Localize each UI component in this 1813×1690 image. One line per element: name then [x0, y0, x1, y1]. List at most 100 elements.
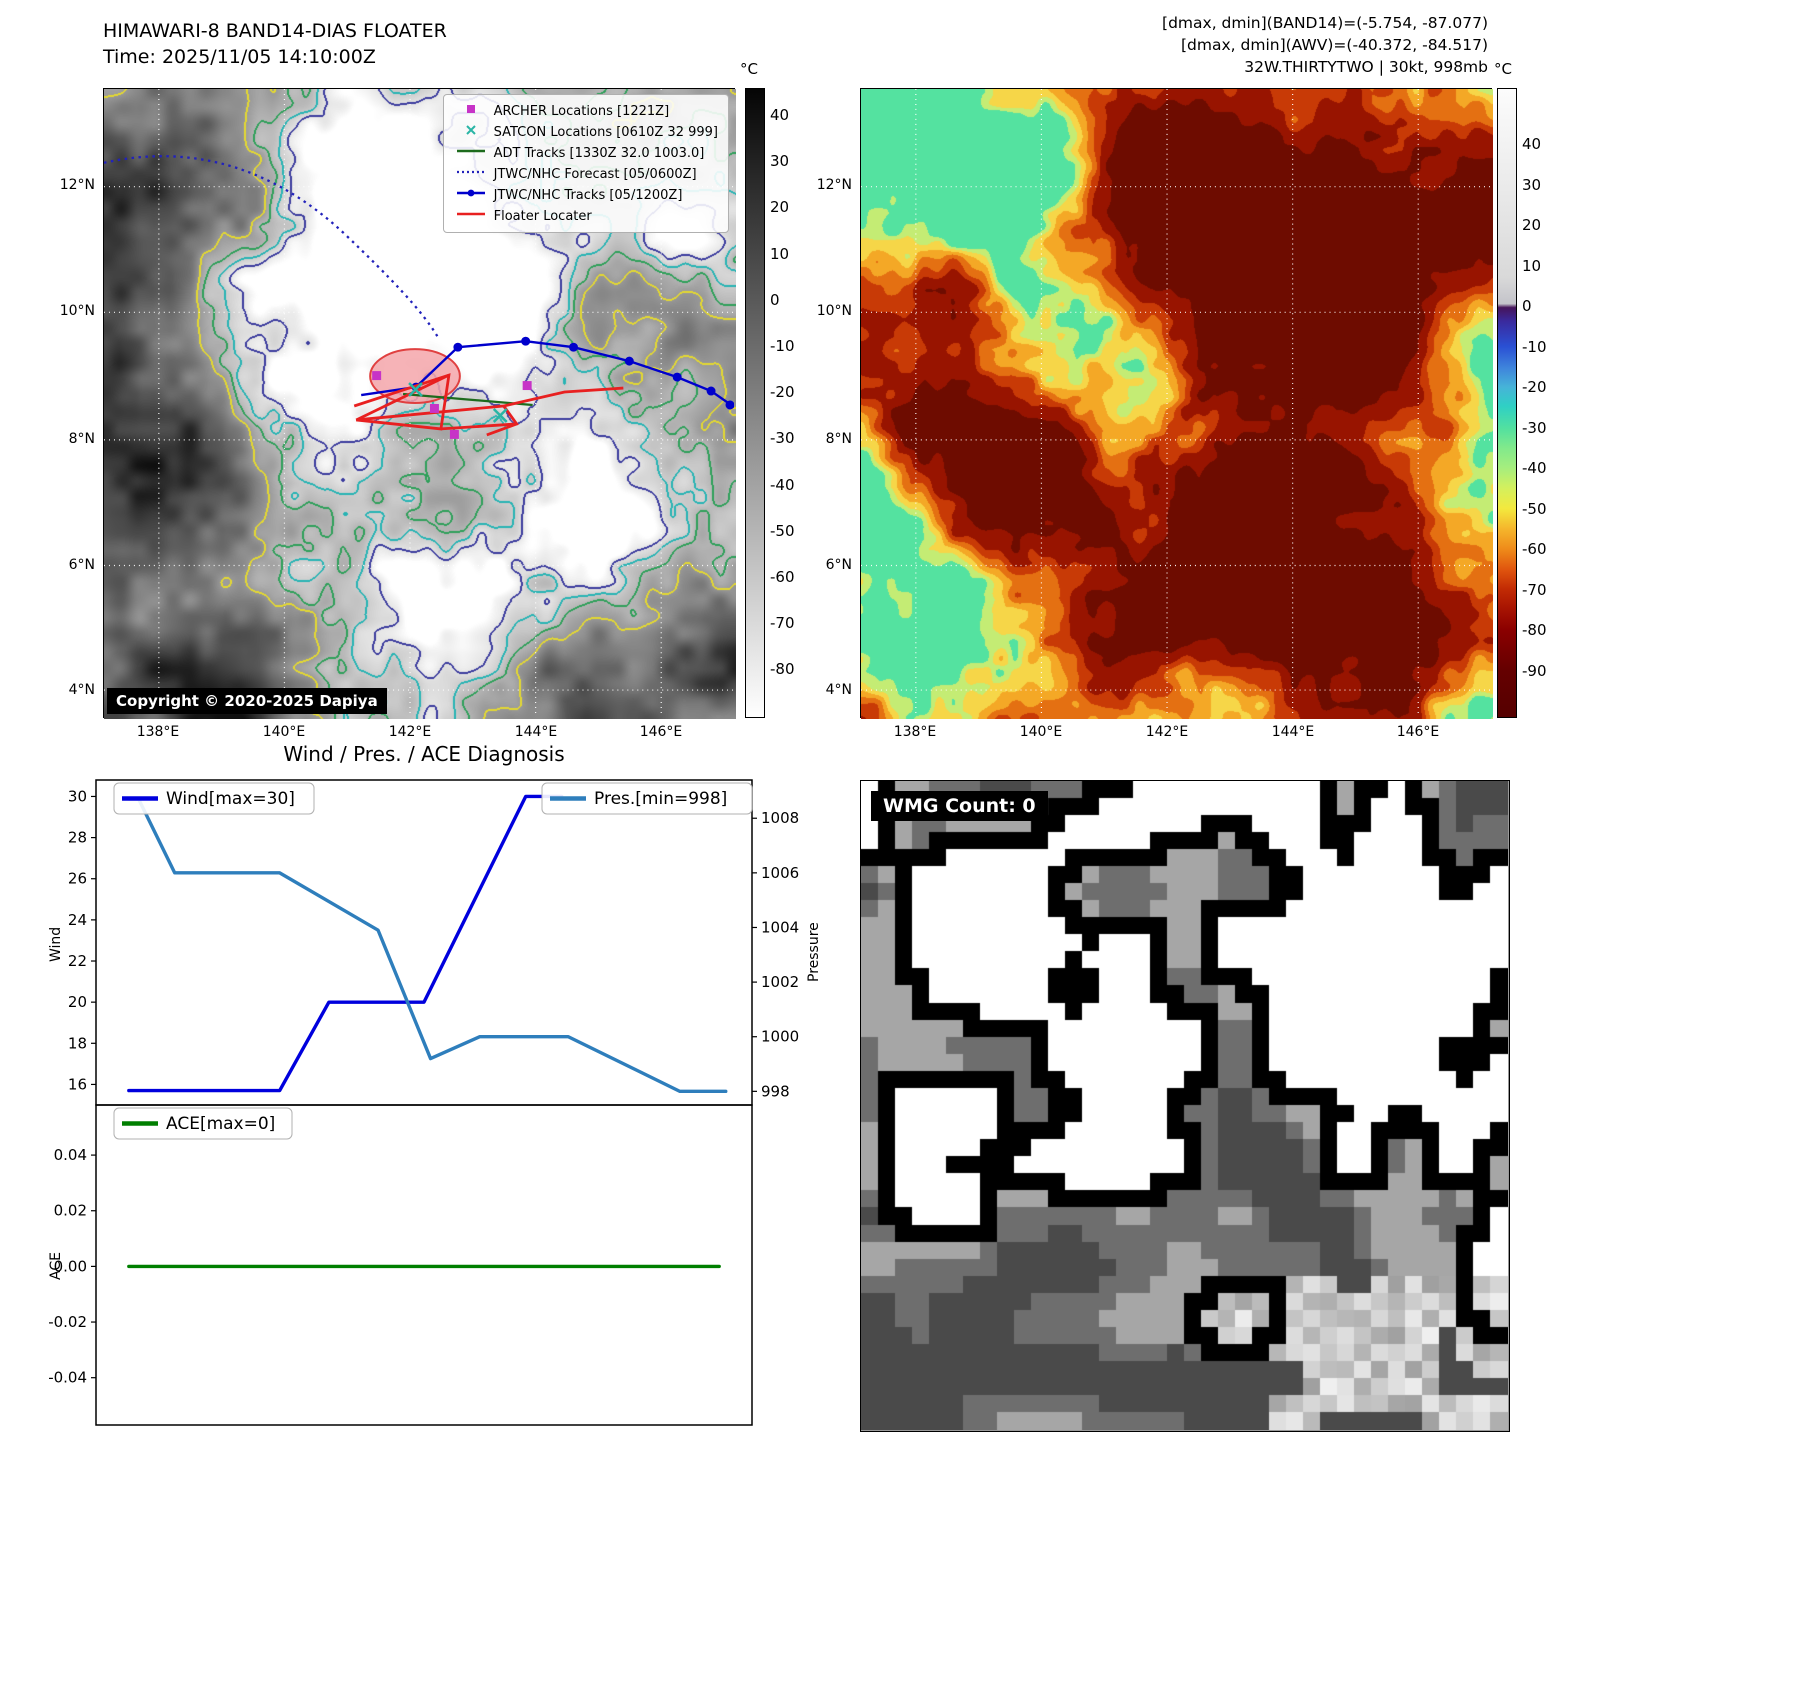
band14-colorbar-tick-label: -50: [770, 521, 795, 540]
legend-label: SATCON Locations [0610Z 32 999]: [493, 124, 718, 140]
awv-colorbar-tick-label: -40: [1522, 459, 1547, 477]
y2-tick-label: 1004: [761, 918, 799, 936]
y-tick-label: 26: [68, 870, 87, 888]
y-tick-label: -0.02: [48, 1313, 87, 1331]
legend-label: JTWC/NHC Forecast [05/0600Z]: [493, 166, 697, 182]
line-marker-icon: [454, 144, 488, 162]
legend-label: ARCHER Locations [1221Z]: [493, 103, 670, 119]
band14-lon-tick-label: 146°E: [639, 724, 683, 740]
band14-colorbar-tick-label: -20: [770, 383, 795, 402]
series-line: [127, 797, 728, 1094]
ace-chart: 0.04 0.02 0.00 -0.02 -0.04 ACE[max=0]: [48, 1104, 753, 1426]
awv-lon-tick-label: 144°E: [1271, 724, 1315, 740]
wmg-panel: WMG Count: 0: [860, 780, 1510, 1432]
band14-lon-tick-label: 144°E: [514, 724, 558, 740]
y2-tick-label: 1006: [761, 864, 799, 882]
y-tick-label: 0.04: [54, 1146, 87, 1164]
y-tick-label: 28: [68, 829, 87, 847]
awv-lat-tick-label: 6°N: [825, 557, 852, 573]
awv-info-line: [dmax, dmin](BAND14)=(-5.754, -87.077): [1162, 14, 1488, 32]
chart-frame: [95, 779, 753, 1106]
jtwc-forecast-track-line: [104, 155, 439, 338]
floater-locater-lines: [353, 373, 624, 437]
band14-time-label: Time: 2025/11/05 14:10:00Z: [103, 46, 376, 68]
awv-colorbar-tick-label: -60: [1522, 540, 1547, 558]
awv-lon-tick-label: 146°E: [1396, 724, 1440, 740]
y-tick-label: 18: [68, 1034, 87, 1052]
wind-axis-label: Wind: [48, 926, 64, 962]
awv-colorbar-tick-label: -10: [1522, 337, 1547, 356]
legend-label: Floater Locater: [493, 208, 592, 224]
awv-satellite-image: [861, 89, 1493, 719]
awv-colorbar-tick-label: 40: [1522, 135, 1542, 153]
awv-colorbar-tick-label: 30: [1522, 175, 1542, 194]
y-tick-label: 16: [68, 1075, 87, 1093]
band14-colorbar-tick-label: -30: [770, 429, 795, 448]
awv-colorbar: [1497, 88, 1517, 718]
y2-tick-label: 1008: [761, 809, 799, 827]
band14-colorbar-tick-label: -40: [770, 475, 795, 494]
band14-colorbar-tick-label: 20: [770, 198, 790, 217]
square-marker-icon: [454, 102, 488, 120]
archer-location-markers: [372, 371, 532, 439]
y-tick-label: 30: [68, 787, 87, 805]
chart-legend-box: [113, 782, 315, 815]
copyright-label: Copyright © 2020-2025 Dapiya: [107, 688, 387, 714]
band14-colorbar-tick-label: 30: [770, 152, 790, 171]
band14-legend: ARCHER Locations [1221Z] SATCON Locations…: [442, 94, 729, 233]
awv-lat-tick-label: 8°N: [825, 431, 852, 447]
y-tick-label: 22: [68, 952, 87, 970]
diagnosis-title: Wind / Pres. / ACE Diagnosis: [283, 742, 565, 766]
awv-colorbar-tick-label: 20: [1522, 216, 1542, 234]
ace-axis-label: ACE: [48, 1252, 64, 1280]
band14-colorbar-tick-label: 0: [770, 290, 780, 309]
awv-gridlines: [861, 89, 1491, 717]
y-tick-label: 0.02: [54, 1202, 87, 1220]
y-tick-label: 24: [68, 911, 87, 929]
y-tick-label: -0.04: [48, 1369, 87, 1387]
band14-colorbar-unit: °C: [740, 60, 758, 78]
awv-lon-tick-label: 142°E: [1145, 724, 1189, 740]
legend-item: ARCHER Locations [1221Z]: [454, 102, 718, 120]
band14-lon-tick-label: 140°E: [262, 724, 306, 740]
band14-map: ARCHER Locations [1221Z] SATCON Locations…: [103, 88, 736, 719]
chart-legend-label: Wind[max=30]: [166, 789, 295, 809]
band14-lat-tick-label: 8°N: [68, 431, 95, 447]
awv-lon-tick-label: 138°E: [893, 724, 937, 740]
legend-item: SATCON Locations [0610Z 32 999]: [454, 123, 718, 141]
awv-map: [860, 88, 1493, 719]
legend-label: ADT Tracks [1330Z 32.0 1003.0]: [493, 145, 705, 161]
awv-colorbar-tick-label: 0: [1522, 297, 1532, 315]
series-line: [127, 794, 564, 1093]
awv-colorbar-tick-label: 10: [1522, 256, 1542, 275]
band14-colorbar-tick-label: -70: [770, 614, 795, 633]
awv-colorbar-tick-label: -20: [1522, 378, 1547, 396]
legend-item: JTWC/NHC Tracks [05/1200Z]: [454, 186, 718, 204]
awv-lat-tick-label: 4°N: [825, 682, 852, 698]
x-marker-icon: [454, 123, 488, 141]
awv-info-line: [dmax, dmin](AWV)=(-40.372, -84.517): [1181, 36, 1488, 54]
legend-label: JTWC/NHC Tracks [05/1200Z]: [493, 187, 683, 203]
satcon-location-markers: [408, 382, 508, 423]
wind-pressure-chart: 30 28 26 24 22 20 18 16 1008 1006 1004 1002 1000 998 W…: [68, 779, 799, 1106]
line-dot-marker-icon: [454, 186, 488, 204]
y-tick-label: 0.00: [54, 1257, 87, 1275]
band14-colorbar: [745, 88, 765, 718]
awv-colorbar-tick-label: -50: [1522, 499, 1547, 518]
awv-colorbar-tick-label: -30: [1522, 418, 1547, 437]
chart-frame: [95, 1104, 753, 1426]
awv-info-block: [dmax, dmin](BAND14)=(-5.754, -87.077) [d…: [900, 12, 1488, 78]
awv-lon-tick-label: 140°E: [1019, 724, 1063, 740]
band14-lon-tick-label: 138°E: [136, 724, 180, 740]
awv-colorbar-unit: °C: [1494, 60, 1512, 78]
awv-lat-tick-label: 12°N: [816, 177, 852, 193]
band14-annotations: [104, 155, 734, 439]
awv-info-line: 32W.THIRTYTWO | 30kt, 998mb: [1244, 58, 1488, 76]
band14-lat-tick-label: 4°N: [68, 682, 95, 698]
legend-item: JTWC/NHC Forecast [05/0600Z]: [454, 165, 718, 183]
line-marker-icon: [454, 207, 488, 225]
band14-lat-tick-label: 12°N: [59, 177, 95, 193]
chart-legend-label: ACE[max=0]: [166, 1114, 275, 1134]
awv-colorbar-tick-label: -90: [1522, 661, 1547, 680]
